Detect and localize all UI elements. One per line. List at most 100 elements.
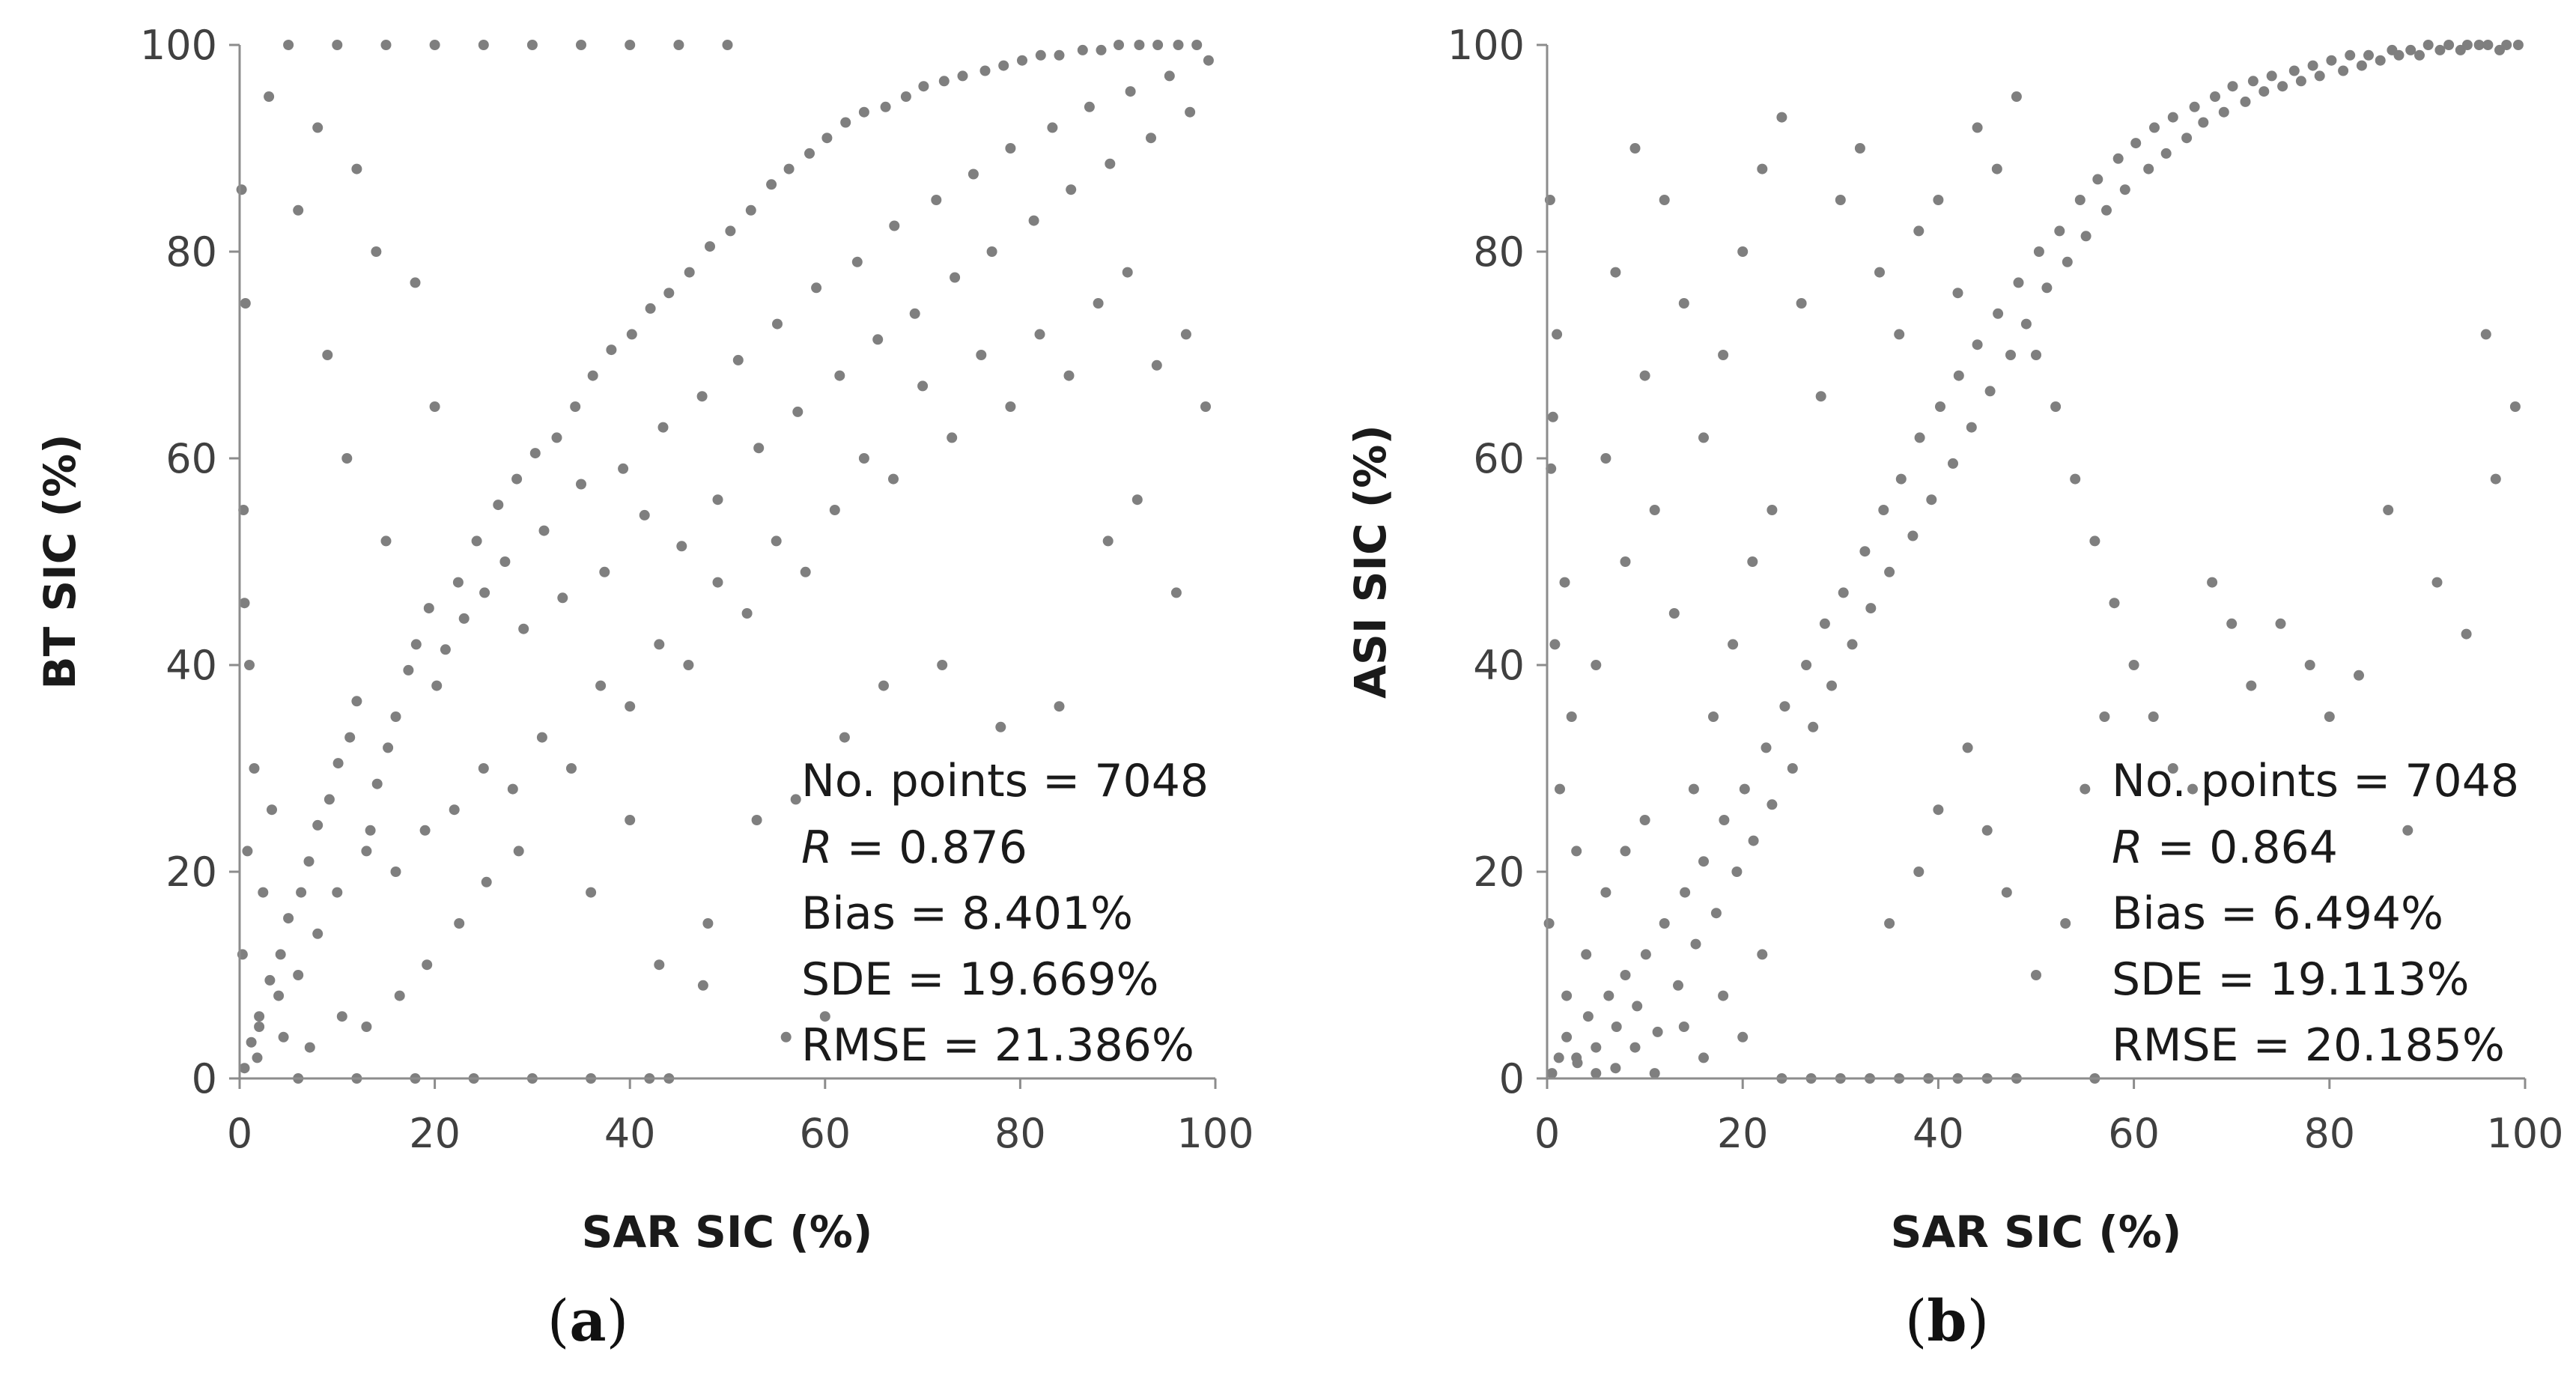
data-point-b-70 bbox=[2227, 81, 2238, 92]
data-point-a-188 bbox=[673, 40, 684, 50]
data-point-a-170 bbox=[478, 763, 489, 774]
data-point-b-12 bbox=[1659, 918, 1670, 929]
data-point-a-67 bbox=[889, 220, 900, 231]
data-point-b-60 bbox=[2130, 138, 2142, 149]
data-point-b-176 bbox=[2031, 970, 2041, 980]
data-point-a-87 bbox=[1084, 101, 1095, 112]
data-point-b-181 bbox=[1581, 949, 1592, 960]
data-point-b-14 bbox=[1680, 887, 1691, 898]
data-point-a-55 bbox=[772, 318, 783, 330]
stats-rmse-a: RMSE = 21.386% bbox=[801, 1019, 1194, 1072]
data-point-a-143 bbox=[1131, 494, 1143, 506]
data-point-b-103 bbox=[1546, 463, 1557, 474]
stats-sde-a: SDE = 19.669% bbox=[801, 953, 1159, 1006]
data-point-a-11 bbox=[344, 732, 356, 743]
x-tick-label-a-2: 40 bbox=[604, 1110, 656, 1157]
x-axis-title-a: SAR SIC (%) bbox=[582, 1207, 873, 1257]
data-point-a-63 bbox=[851, 256, 863, 267]
data-point-a-24 bbox=[471, 535, 482, 547]
data-point-a-150 bbox=[1063, 370, 1075, 381]
data-point-b-43 bbox=[1966, 422, 1977, 433]
data-point-a-72 bbox=[938, 76, 950, 87]
data-point-a-190 bbox=[264, 91, 275, 102]
stats-npoints-a: No. points = 7048 bbox=[801, 755, 1209, 807]
data-point-a-22 bbox=[452, 577, 464, 588]
data-point-a-195 bbox=[410, 277, 421, 288]
data-point-b-121 bbox=[1718, 350, 1729, 360]
data-point-a-111 bbox=[278, 1031, 289, 1042]
data-point-a-193 bbox=[293, 204, 304, 216]
data-point-a-80 bbox=[1017, 55, 1027, 66]
data-point-b-119 bbox=[1668, 608, 1680, 619]
data-point-a-73 bbox=[950, 272, 961, 283]
data-point-b-153 bbox=[2383, 505, 2394, 515]
data-point-b-175 bbox=[2001, 887, 2012, 898]
data-point-a-39 bbox=[618, 463, 629, 474]
data-point-a-41 bbox=[639, 509, 650, 520]
data-point-a-60 bbox=[821, 133, 833, 144]
data-point-b-44 bbox=[1972, 339, 1983, 350]
data-point-a-0 bbox=[239, 1063, 250, 1074]
data-point-b-80 bbox=[2326, 55, 2337, 66]
data-point-b-61 bbox=[2143, 163, 2154, 174]
data-point-b-127 bbox=[1835, 195, 1846, 205]
data-point-a-70 bbox=[918, 81, 929, 92]
data-point-b-51 bbox=[2041, 282, 2053, 294]
data-point-b-37 bbox=[1907, 530, 1919, 541]
stats-r-a: R = 0.876 bbox=[801, 822, 1027, 874]
data-point-b-21 bbox=[1748, 835, 1759, 846]
data-point-b-94 bbox=[2461, 40, 2473, 50]
data-point-a-116 bbox=[422, 959, 433, 971]
data-point-b-76 bbox=[2288, 65, 2300, 76]
data-point-b-58 bbox=[2112, 153, 2124, 164]
ticks-b: 0 20 40 60 80 100 0 20 40 60 80 100 bbox=[1448, 22, 2564, 1157]
data-point-a-129 bbox=[819, 1011, 830, 1022]
data-point-a-42 bbox=[645, 303, 656, 314]
data-point-b-180 bbox=[1561, 990, 1573, 1001]
data-point-a-149 bbox=[1093, 298, 1104, 309]
data-point-b-116 bbox=[1629, 143, 1641, 154]
data-point-b-139 bbox=[2070, 473, 2081, 485]
points-a bbox=[236, 40, 1214, 1084]
data-point-b-89 bbox=[2414, 49, 2425, 61]
data-point-a-154 bbox=[947, 432, 958, 443]
y-tick-label-b-3: 60 bbox=[1473, 435, 1525, 482]
data-point-b-155 bbox=[2431, 577, 2443, 588]
stats-r-b: R = 0.864 bbox=[2112, 822, 2338, 874]
data-point-a-192 bbox=[351, 163, 362, 174]
data-point-a-81 bbox=[1028, 215, 1039, 226]
data-point-a-179 bbox=[254, 1022, 265, 1032]
data-point-b-150 bbox=[2304, 660, 2315, 670]
y-tick-label-b-5: 100 bbox=[1448, 22, 1525, 69]
data-point-a-161 bbox=[741, 608, 753, 619]
data-point-b-196 bbox=[1708, 711, 1719, 722]
data-point-b-88 bbox=[2405, 44, 2416, 55]
data-point-a-182 bbox=[380, 40, 392, 50]
data-point-b-136 bbox=[2011, 91, 2022, 102]
data-point-a-28 bbox=[511, 473, 523, 485]
data-point-a-34 bbox=[570, 401, 581, 412]
data-point-a-3 bbox=[264, 974, 276, 986]
data-point-a-83 bbox=[1047, 122, 1058, 133]
data-point-a-45 bbox=[676, 541, 687, 552]
data-point-a-94 bbox=[1152, 40, 1164, 50]
data-point-b-46 bbox=[1993, 308, 2004, 319]
data-point-b-107 bbox=[1555, 783, 1565, 795]
data-point-a-99 bbox=[1203, 55, 1214, 66]
data-point-a-133 bbox=[625, 815, 636, 825]
data-point-a-194 bbox=[371, 246, 382, 257]
y-tick-label-a-3: 60 bbox=[165, 435, 217, 482]
data-point-a-30 bbox=[529, 448, 541, 459]
data-point-b-52 bbox=[2054, 225, 2065, 237]
ticks-a: 0 20 40 60 80 100 0 20 40 60 80 100 bbox=[140, 22, 1254, 1157]
data-point-a-64 bbox=[858, 106, 869, 118]
data-point-a-48 bbox=[705, 241, 715, 252]
data-point-b-135 bbox=[1991, 163, 2002, 174]
data-point-a-110 bbox=[252, 1052, 263, 1063]
data-point-a-54 bbox=[766, 179, 777, 190]
data-point-b-157 bbox=[2490, 473, 2501, 485]
y-tick-label-a-5: 100 bbox=[140, 22, 217, 69]
data-point-a-37 bbox=[599, 566, 610, 577]
data-point-b-38 bbox=[1914, 432, 1925, 443]
